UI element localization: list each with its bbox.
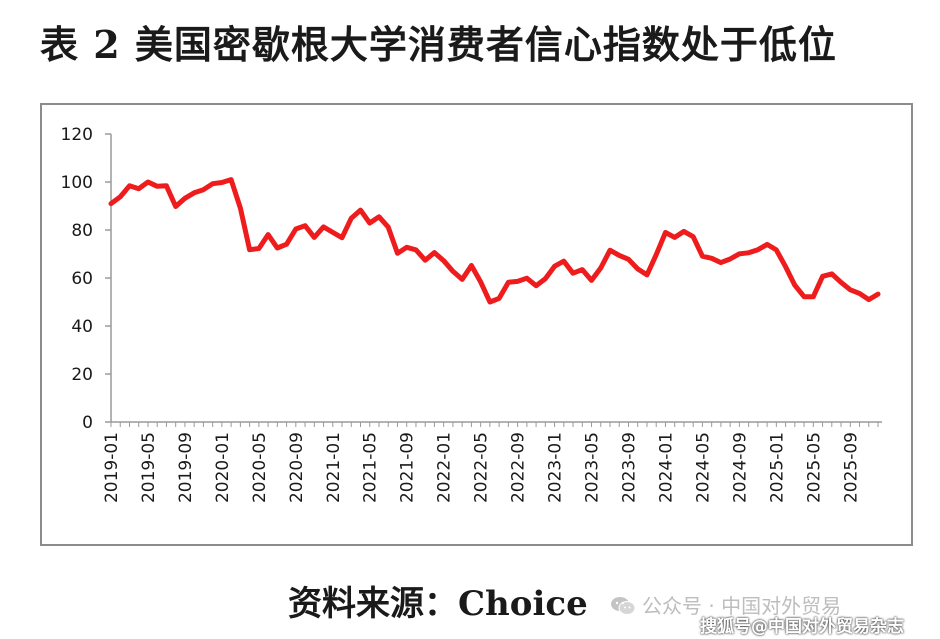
- x-tick-label: 2021-01: [324, 432, 344, 503]
- x-tick-label: 2021-09: [398, 432, 418, 503]
- y-tick-label: 40: [71, 317, 93, 337]
- x-tick-label: 2025-05: [804, 432, 824, 503]
- x-tick-label: 2022-01: [435, 432, 455, 503]
- watermark-account: 公众号 · 中国对外贸易: [610, 590, 841, 619]
- x-tick-label: 2023-05: [583, 432, 603, 503]
- x-tick-label: 2019-05: [139, 432, 159, 503]
- x-tick-label: 2023-09: [619, 432, 639, 503]
- line-chart: 0 20 40 60 80 100 120 2019-01 2019-05 2019-09 2020…: [61, 125, 882, 503]
- x-tick-label: 2025-09: [841, 432, 861, 503]
- y-tick-label: 120: [61, 125, 93, 145]
- chart-frame: 0 20 40 60 80 100 120 2019-01 2019-05 2019-09 2020…: [40, 103, 913, 546]
- x-tick-label: 2020-01: [213, 432, 233, 503]
- x-tick-label: 2020-09: [287, 432, 307, 503]
- y-tick-label: 60: [71, 269, 93, 289]
- x-tick-label: 2020-05: [250, 432, 270, 503]
- watermark-sohu: 搜狐号@中国对外贸易杂志: [700, 617, 904, 637]
- series-line: [108, 177, 881, 305]
- y-tick-label: 80: [71, 221, 93, 241]
- watermark-line1: 公众号 · 中国对外贸易: [642, 594, 842, 618]
- x-tick-label: 2022-09: [509, 432, 529, 503]
- source-note: 资料来源：Choice: [288, 584, 588, 624]
- x-tick-label: 2025-01: [767, 432, 787, 503]
- y-tick-label: 20: [71, 365, 93, 385]
- x-tick-label: 2019-09: [176, 432, 196, 503]
- x-tick-label: 2021-05: [361, 432, 381, 503]
- y-tick-label: 0: [82, 413, 93, 433]
- x-tick-label: 2019-01: [102, 432, 122, 503]
- chart-title: 表 2 美国密歇根大学消费者信心指数处于低位: [40, 22, 837, 67]
- x-tick-label: 2024-09: [730, 432, 750, 503]
- x-tick-label: 2024-01: [656, 432, 676, 503]
- x-tick-label: 2023-01: [546, 432, 566, 503]
- x-tick-label: 2024-05: [693, 432, 713, 503]
- wechat-icon: [611, 597, 636, 615]
- x-tick-label: 2022-05: [472, 432, 492, 503]
- y-tick-label: 100: [61, 173, 93, 193]
